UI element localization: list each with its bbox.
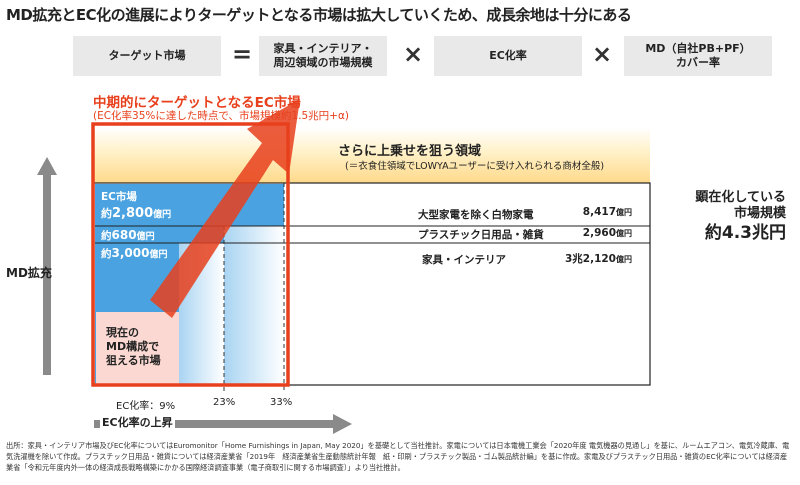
category-plastic-number: 2,960 <box>582 227 616 239</box>
ec-market-label: EC市場 <box>101 191 137 203</box>
upsell-subtitle: (＝衣食住領域でLOWYAユーザーに受け入れられる商材全般) <box>345 161 605 172</box>
ec-market-value: 約2,800億円 <box>101 205 171 221</box>
y-axis-arrow <box>37 157 57 375</box>
category-furniture-unit: 億円 <box>616 255 632 264</box>
upsell-title: さらに上乗せを狙う領域 <box>338 144 482 159</box>
furniture-market-line1: 家具・インテリア・ <box>273 42 373 55</box>
tick-23: 23% <box>213 397 236 408</box>
equals-sign: = <box>232 40 253 68</box>
source-footnote: 出所：家具・インテリア市場及びEC化率についてはEuromonitor「Home… <box>6 441 790 472</box>
category-appliances-number: 8,417 <box>582 206 616 218</box>
current-market-block <box>96 312 179 384</box>
category-plastic: プラスチック日用品・雑貨 <box>418 229 544 241</box>
segment-3000-prefix: 約 <box>101 248 112 260</box>
segment-3000-value: 3,000 <box>111 246 150 260</box>
multiply-sign-1: × <box>403 40 424 68</box>
multiply-sign-2: × <box>592 40 613 68</box>
segment-3000-unit: 億円 <box>149 250 168 260</box>
ec-rate-box: EC化率 <box>434 36 582 76</box>
ec-market-value-prefix: 約 <box>101 207 112 220</box>
md-coverage-line2: カバー率 <box>675 56 720 69</box>
ec-market-value-unit: 億円 <box>153 210 172 220</box>
tick-9: EC化率：9% <box>116 401 176 412</box>
market-size-line1: 顕在化している <box>695 190 786 205</box>
current-market-line3: 狙える市場 <box>106 354 161 367</box>
category-furniture: 家具・インテリア <box>422 254 506 266</box>
category-appliances: 大型家電を除く白物家電 <box>418 209 534 221</box>
category-plastic-unit: 億円 <box>616 229 632 238</box>
ec-rate-label: EC化率 <box>489 49 527 62</box>
market-size-summary: 顕在化している 市場規模 約4.3兆円 <box>656 190 786 244</box>
segment-680-prefix: 約 <box>101 230 112 242</box>
upsell-band <box>94 127 650 183</box>
x-axis-arrow <box>94 414 352 434</box>
x-axis-label: EC化率の上昇 <box>100 414 175 430</box>
tick-33: 33% <box>270 397 293 408</box>
segment-680-unit: 億円 <box>136 232 155 242</box>
target-market-box: ターゲット市場 <box>73 36 221 76</box>
target-market-label: ターゲット市場 <box>108 49 186 62</box>
mid-term-title: 中期的にターゲットとなるEC市場 <box>93 95 301 111</box>
category-furniture-number: 3兆2,120 <box>564 253 616 265</box>
growth-arrow <box>150 99 300 318</box>
current-market-line1: 現在の <box>106 326 139 339</box>
segment-3000-label: 約3,000億円 <box>101 246 167 261</box>
segment-680-value: 680 <box>111 228 137 242</box>
fade-column-2 <box>224 226 284 384</box>
furniture-market-box: 家具・インテリア・ 周辺領域の市場規模 <box>259 36 387 76</box>
current-market-line2: MD構成で <box>106 340 160 353</box>
segment-680-label: 約680億円 <box>101 228 155 243</box>
ec-market-value-number: 2,800 <box>112 206 154 221</box>
current-market-text: 現在の MD構成で 狙える市場 <box>106 326 161 368</box>
md-coverage-line1: MD（自社PB+PF） <box>645 42 751 55</box>
category-furniture-value: 3兆2,120億円 <box>540 251 632 266</box>
furniture-market-line2: 周辺領域の市場規模 <box>273 56 373 69</box>
md-coverage-box: MD（自社PB+PF） カバー率 <box>624 36 772 76</box>
category-appliances-unit: 億円 <box>616 208 632 217</box>
segment-680-block <box>95 226 224 243</box>
page-title: MD拡充とEC化の進展によりターゲットとなる市場は拡大していくため、成長余地は十… <box>6 6 632 24</box>
market-size-line2: 市場規模 <box>733 206 786 221</box>
y-axis-label: MD拡充 <box>6 266 52 280</box>
category-plastic-value: 2,960億円 <box>560 227 632 239</box>
category-appliances-value: 8,417億円 <box>560 206 632 218</box>
target-market-outline <box>91 122 290 387</box>
market-size-total: 約4.3兆円 <box>704 223 786 243</box>
